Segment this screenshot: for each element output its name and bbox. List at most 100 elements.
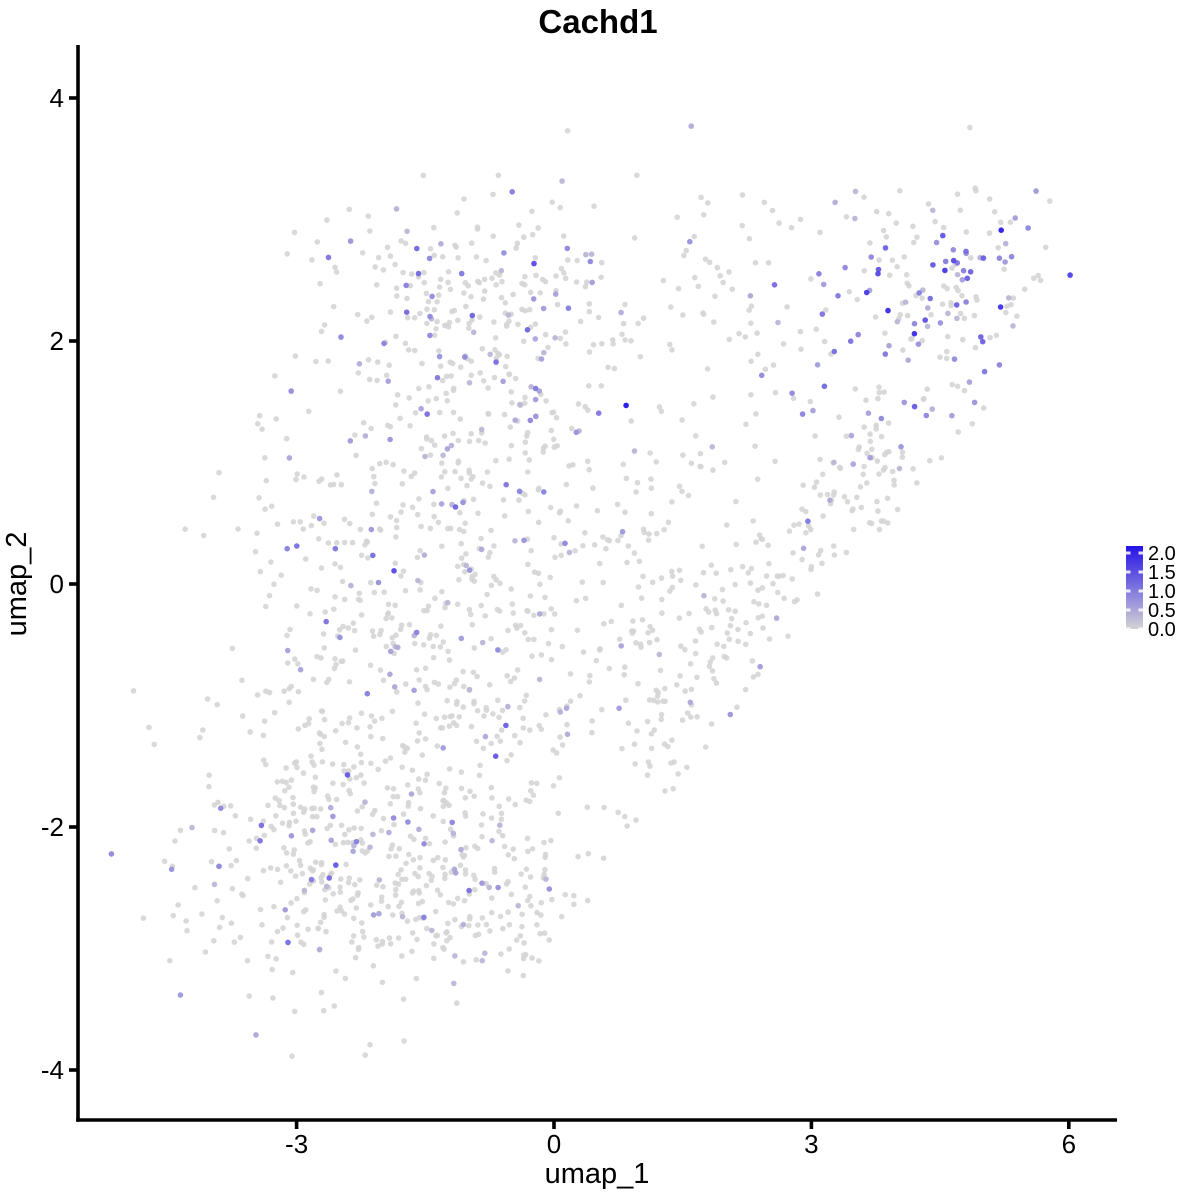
data-point <box>488 909 495 916</box>
data-point <box>403 681 409 687</box>
data-point <box>860 471 866 478</box>
data-point <box>320 871 326 878</box>
data-point <box>378 894 385 900</box>
data-point <box>323 928 329 935</box>
data-point <box>390 815 397 821</box>
data-point <box>584 458 591 465</box>
data-point <box>600 855 607 861</box>
data-point <box>417 587 423 593</box>
data-point <box>495 697 501 704</box>
data-point <box>300 526 307 532</box>
data-point <box>422 665 429 672</box>
data-point <box>506 921 513 928</box>
data-point <box>676 483 683 490</box>
data-point <box>509 189 515 195</box>
data-point <box>949 412 955 419</box>
data-point <box>294 603 300 609</box>
data-point <box>429 293 435 300</box>
data-point <box>831 348 838 355</box>
data-point <box>339 720 345 727</box>
data-point <box>577 318 584 325</box>
data-point <box>318 708 325 714</box>
data-point <box>140 915 147 921</box>
data-point <box>346 875 353 881</box>
data-point <box>541 839 547 846</box>
data-point <box>487 351 494 358</box>
data-point <box>599 341 605 347</box>
data-point <box>754 330 760 336</box>
data-point <box>368 713 375 719</box>
data-point <box>423 882 430 889</box>
data-point <box>902 299 909 306</box>
data-point <box>355 370 362 376</box>
data-point <box>491 865 498 872</box>
data-point <box>986 230 993 236</box>
data-point <box>387 436 393 443</box>
data-point <box>504 757 510 764</box>
data-point <box>500 925 506 932</box>
data-point <box>1007 219 1014 225</box>
data-point <box>528 547 534 554</box>
data-point <box>378 827 385 834</box>
data-point <box>875 395 881 402</box>
data-point <box>774 573 781 579</box>
data-point <box>940 232 946 239</box>
data-point <box>354 725 360 731</box>
data-point <box>552 335 558 341</box>
data-point <box>375 579 382 586</box>
data-point <box>463 551 469 557</box>
data-point <box>863 289 870 296</box>
data-point <box>231 939 238 945</box>
data-point <box>333 269 340 275</box>
data-point <box>416 385 422 392</box>
data-point <box>295 688 302 695</box>
data-point <box>457 416 464 422</box>
data-point <box>338 481 345 488</box>
data-point <box>739 192 746 198</box>
data-point <box>457 862 464 869</box>
data-point <box>567 671 574 677</box>
data-point <box>216 863 222 870</box>
data-point <box>446 657 453 663</box>
data-point <box>326 796 332 803</box>
data-point <box>478 602 485 609</box>
data-point <box>1047 198 1053 204</box>
data-point <box>387 671 393 678</box>
data-point <box>458 846 464 853</box>
data-point <box>414 554 421 561</box>
data-point <box>386 362 393 369</box>
data-point <box>257 906 264 913</box>
colorbar-legend: 2.01.51.00.50.0 <box>1126 543 1176 641</box>
data-point <box>370 912 377 918</box>
data-point <box>820 281 827 288</box>
data-point <box>536 611 543 617</box>
data-point <box>453 677 460 683</box>
data-point <box>649 579 656 586</box>
data-point <box>441 714 448 720</box>
data-point <box>800 482 806 489</box>
data-point <box>288 683 295 690</box>
data-point <box>527 289 534 296</box>
data-point <box>540 305 547 312</box>
data-point <box>861 463 867 470</box>
data-point <box>532 336 539 342</box>
data-point <box>293 818 299 824</box>
data-point <box>294 543 300 549</box>
data-point <box>835 293 841 299</box>
data-point <box>331 1003 338 1009</box>
data-point <box>281 804 288 811</box>
data-point <box>367 579 374 586</box>
data-point <box>986 196 993 202</box>
data-point <box>271 581 277 588</box>
data-point <box>439 253 446 260</box>
data-point <box>460 921 467 928</box>
data-point <box>200 727 206 733</box>
data-point <box>752 443 758 450</box>
data-point <box>440 944 446 951</box>
data-point <box>408 473 415 480</box>
data-point <box>803 530 809 536</box>
data-point <box>700 311 707 318</box>
data-point <box>400 502 406 508</box>
data-point <box>450 830 457 837</box>
data-point <box>329 761 336 767</box>
